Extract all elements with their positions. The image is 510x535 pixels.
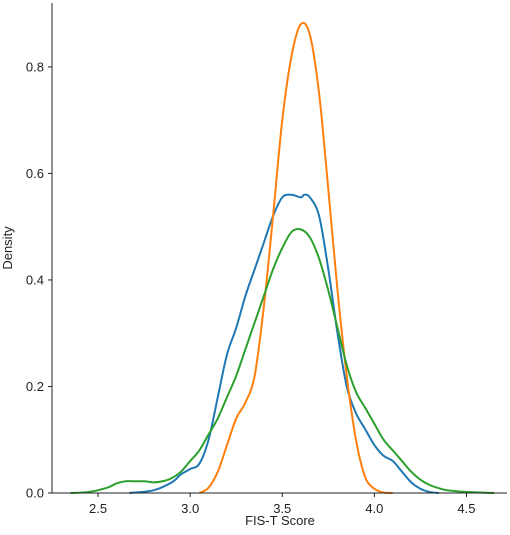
- y-tick-label: 0.6: [26, 166, 44, 181]
- density-curves: [70, 21, 495, 494]
- x-axis-ticks: 2.5 3.0 3.5 4.0 4.5: [89, 493, 476, 516]
- y-axis-ticks: 0.0 0.2 0.4 0.6 0.8: [26, 59, 52, 501]
- x-tick-label: 4.0: [365, 501, 383, 516]
- y-tick-label: 0.2: [26, 379, 44, 394]
- density-curve-3: [70, 227, 495, 494]
- density-curve-2: [198, 21, 393, 494]
- x-tick-label: 3.0: [181, 501, 199, 516]
- x-tick-label: 3.5: [273, 501, 291, 516]
- y-tick-label: 0.4: [26, 272, 44, 287]
- x-tick-label: 2.5: [89, 501, 107, 516]
- y-tick-label: 0.0: [26, 486, 44, 501]
- x-axis-title: FIS-T Score: [245, 513, 315, 528]
- y-axis-title: Density: [0, 226, 15, 270]
- x-tick-label: 4.5: [457, 501, 475, 516]
- y-tick-label: 0.8: [26, 59, 44, 74]
- density-curve-1: [129, 193, 439, 494]
